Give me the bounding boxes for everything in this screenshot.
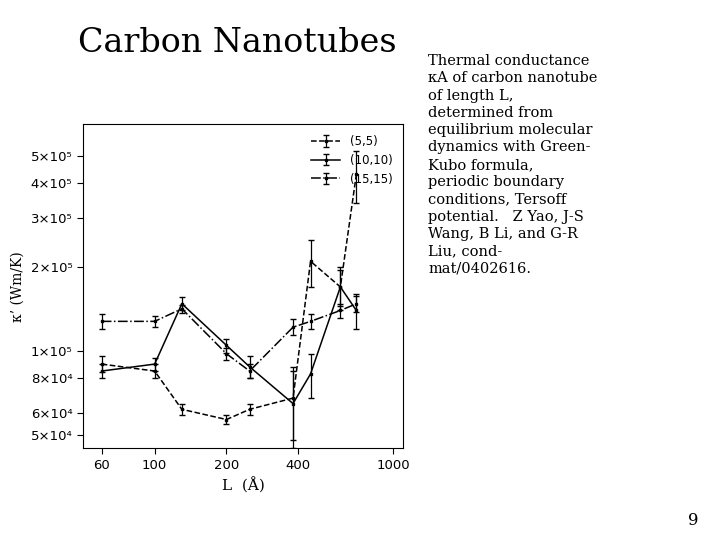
Text: 9: 9	[688, 512, 698, 529]
X-axis label: L  (Å): L (Å)	[222, 477, 264, 494]
Text: Thermal conductance
κA of carbon nanotube
of length L,
determined from
equilibri: Thermal conductance κA of carbon nanotub…	[428, 54, 598, 275]
Text: Carbon Nanotubes: Carbon Nanotubes	[78, 27, 397, 59]
Y-axis label: κ’ (Wm/K): κ’ (Wm/K)	[11, 251, 25, 322]
Legend: (5,5), (10,10), (15,15): (5,5), (10,10), (15,15)	[306, 130, 397, 191]
